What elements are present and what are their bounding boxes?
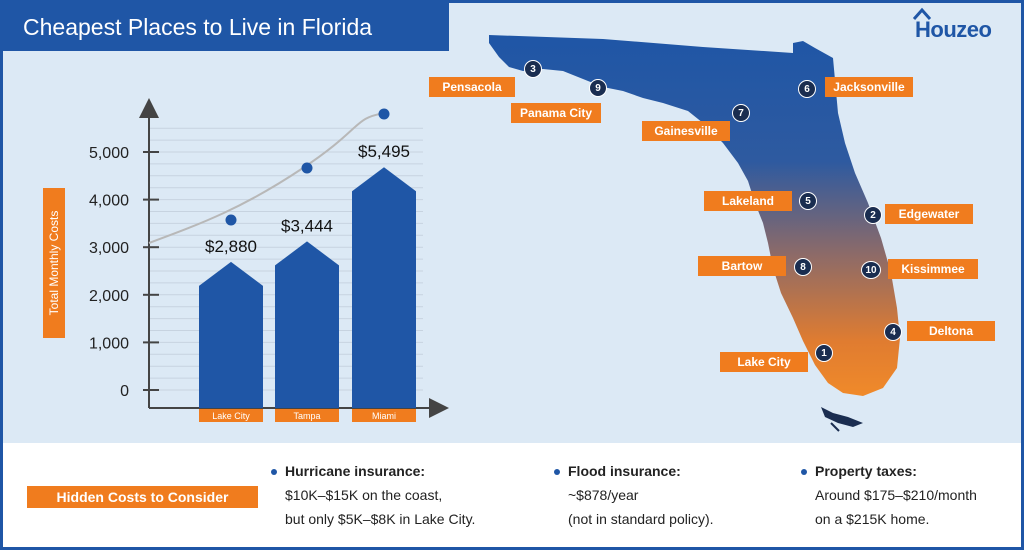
bullet-dot <box>801 469 807 475</box>
city-name-lakeland: Lakeland <box>721 194 775 208</box>
page-title: Cheapest Places to Live in Florida <box>3 3 449 51</box>
city-num-7: 7 <box>732 104 750 122</box>
trend-dots <box>225 108 390 226</box>
value-label: $3,444 <box>281 216 333 235</box>
florida-shape <box>489 35 900 396</box>
city-label-kissimmee: Kissimmee <box>888 259 978 279</box>
bullet-flood-insurance: Flood insurance: ~$878/year (not in stan… <box>554 459 714 531</box>
city-label-edgewater: Edgewater <box>885 204 973 224</box>
city-label-gainesville: Gainesville <box>642 121 730 141</box>
city-name-pensacola: Pensacola <box>442 80 502 94</box>
city-label-jacksonville: Jacksonville <box>825 77 913 97</box>
city-name-panama-city: Panama City <box>519 106 593 120</box>
y-axis-label: Total Monthly Costs <box>47 211 61 316</box>
city-num-9-text: 9 <box>595 82 601 94</box>
category-label-box <box>275 409 339 422</box>
city-num-6: 6 <box>798 80 816 98</box>
city-num-7-text: 7 <box>738 107 744 119</box>
city-num-3: 3 <box>524 60 542 78</box>
hidden-costs-label: Hidden Costs to Consider <box>27 486 258 508</box>
bar-miami <box>352 167 416 408</box>
bullet-line: but only $5K–$8K in Lake City. <box>285 511 476 527</box>
bars <box>199 167 416 408</box>
city-num-5-text: 5 <box>805 195 811 207</box>
keys-tail <box>830 422 840 432</box>
city-num-4: 4 <box>884 323 902 341</box>
city-num-10: 10 <box>861 261 881 279</box>
bullet-line: (not in standard policy). <box>568 511 714 527</box>
bullet-head: Flood insurance: <box>568 463 681 479</box>
city-label-bartow: Bartow <box>698 256 786 276</box>
trend-curve <box>148 112 386 244</box>
city-label-lakeland: Lakeland <box>704 191 792 211</box>
house-roof-icon <box>913 7 931 20</box>
value-label: $2,880 <box>205 237 257 256</box>
city-num-6-text: 6 <box>804 83 810 95</box>
city-num-9: 9 <box>589 79 607 97</box>
city-num-5: 5 <box>799 192 817 210</box>
florida-map <box>489 35 900 432</box>
bullet-line: Around $175–$210/month <box>815 487 977 503</box>
value-label: $5,495 <box>358 142 410 161</box>
y-tick-label: 2,000 <box>89 288 129 305</box>
bullet-dot <box>554 469 560 475</box>
value-labels: $2,880 $3,444 $5,495 <box>205 142 410 256</box>
bullet-head: Property taxes: <box>815 463 917 479</box>
category-label-box <box>352 409 416 422</box>
city-num-1: 1 <box>815 344 833 362</box>
florida-keys <box>821 407 863 427</box>
city-name-gainesville: Gainesville <box>654 124 718 138</box>
city-label-lake-city: Lake City <box>720 352 808 372</box>
category-label-box <box>199 409 263 422</box>
trend-dot <box>301 162 313 174</box>
city-name-bartow: Bartow <box>721 259 763 273</box>
bar-tampa <box>275 241 339 408</box>
city-label-deltona: Deltona <box>907 321 995 341</box>
bullet-line: on a $215K home. <box>815 511 930 527</box>
trend-dot <box>378 108 390 120</box>
city-name-deltona: Deltona <box>928 324 973 338</box>
city-num-8-text: 8 <box>800 261 806 273</box>
bullet-dot <box>271 469 277 475</box>
bullet-hurricane-insurance: Hurricane insurance: $10K–$15K on the co… <box>271 459 476 531</box>
city-name-edgewater: Edgewater <box>898 207 960 221</box>
city-num-1-text: 1 <box>821 347 827 359</box>
y-axis-label-box <box>43 188 65 338</box>
y-tick-label: 4,000 <box>89 193 129 210</box>
page-title-text: Cheapest Places to Live in Florida <box>23 13 373 40</box>
logo-text: Houzeo <box>915 17 992 42</box>
city-name-kissimmee: Kissimmee <box>901 262 965 276</box>
category-label: Tampa <box>293 411 320 421</box>
city-num-4-text: 4 <box>890 326 896 338</box>
y-tick-label: 5,000 <box>89 145 129 162</box>
trend-dot <box>225 214 237 226</box>
city-label-panama-city: Panama City <box>511 103 601 123</box>
city-num-2: 2 <box>864 206 882 224</box>
bullet-line: ~$878/year <box>568 487 639 503</box>
bullet-property-taxes: Property taxes: Around $175–$210/month o… <box>801 459 977 531</box>
y-tick-labels: 0 1,000 2,000 3,000 4,000 5,000 <box>89 145 159 400</box>
bar-chart: 0 1,000 2,000 3,000 4,000 5,000 Lake City Tamp… <box>43 98 449 422</box>
bar-lake-city <box>199 261 263 408</box>
bullet-head: Hurricane insurance: <box>285 463 426 479</box>
category-label: Miami <box>372 411 396 421</box>
city-num-8: 8 <box>794 258 812 276</box>
category-labels: Lake City Tampa Miami <box>199 409 416 422</box>
category-label: Lake City <box>212 411 250 421</box>
houzeo-logo: Houzeo <box>913 7 992 43</box>
city-label-pensacola: Pensacola <box>429 77 515 97</box>
city-num-3-text: 3 <box>530 63 536 75</box>
city-num-10-text: 10 <box>865 264 877 276</box>
y-tick-label: 1,000 <box>89 335 129 352</box>
y-tick-label: 3,000 <box>89 240 129 257</box>
y-tick-label: 0 <box>120 383 129 400</box>
city-name-jacksonville: Jacksonville <box>833 80 905 94</box>
city-num-2-text: 2 <box>870 209 876 221</box>
city-name-lake-city: Lake City <box>737 355 791 369</box>
bullet-line: $10K–$15K on the coast, <box>285 487 443 503</box>
hidden-costs-label-text: Hidden Costs to Consider <box>56 489 229 505</box>
